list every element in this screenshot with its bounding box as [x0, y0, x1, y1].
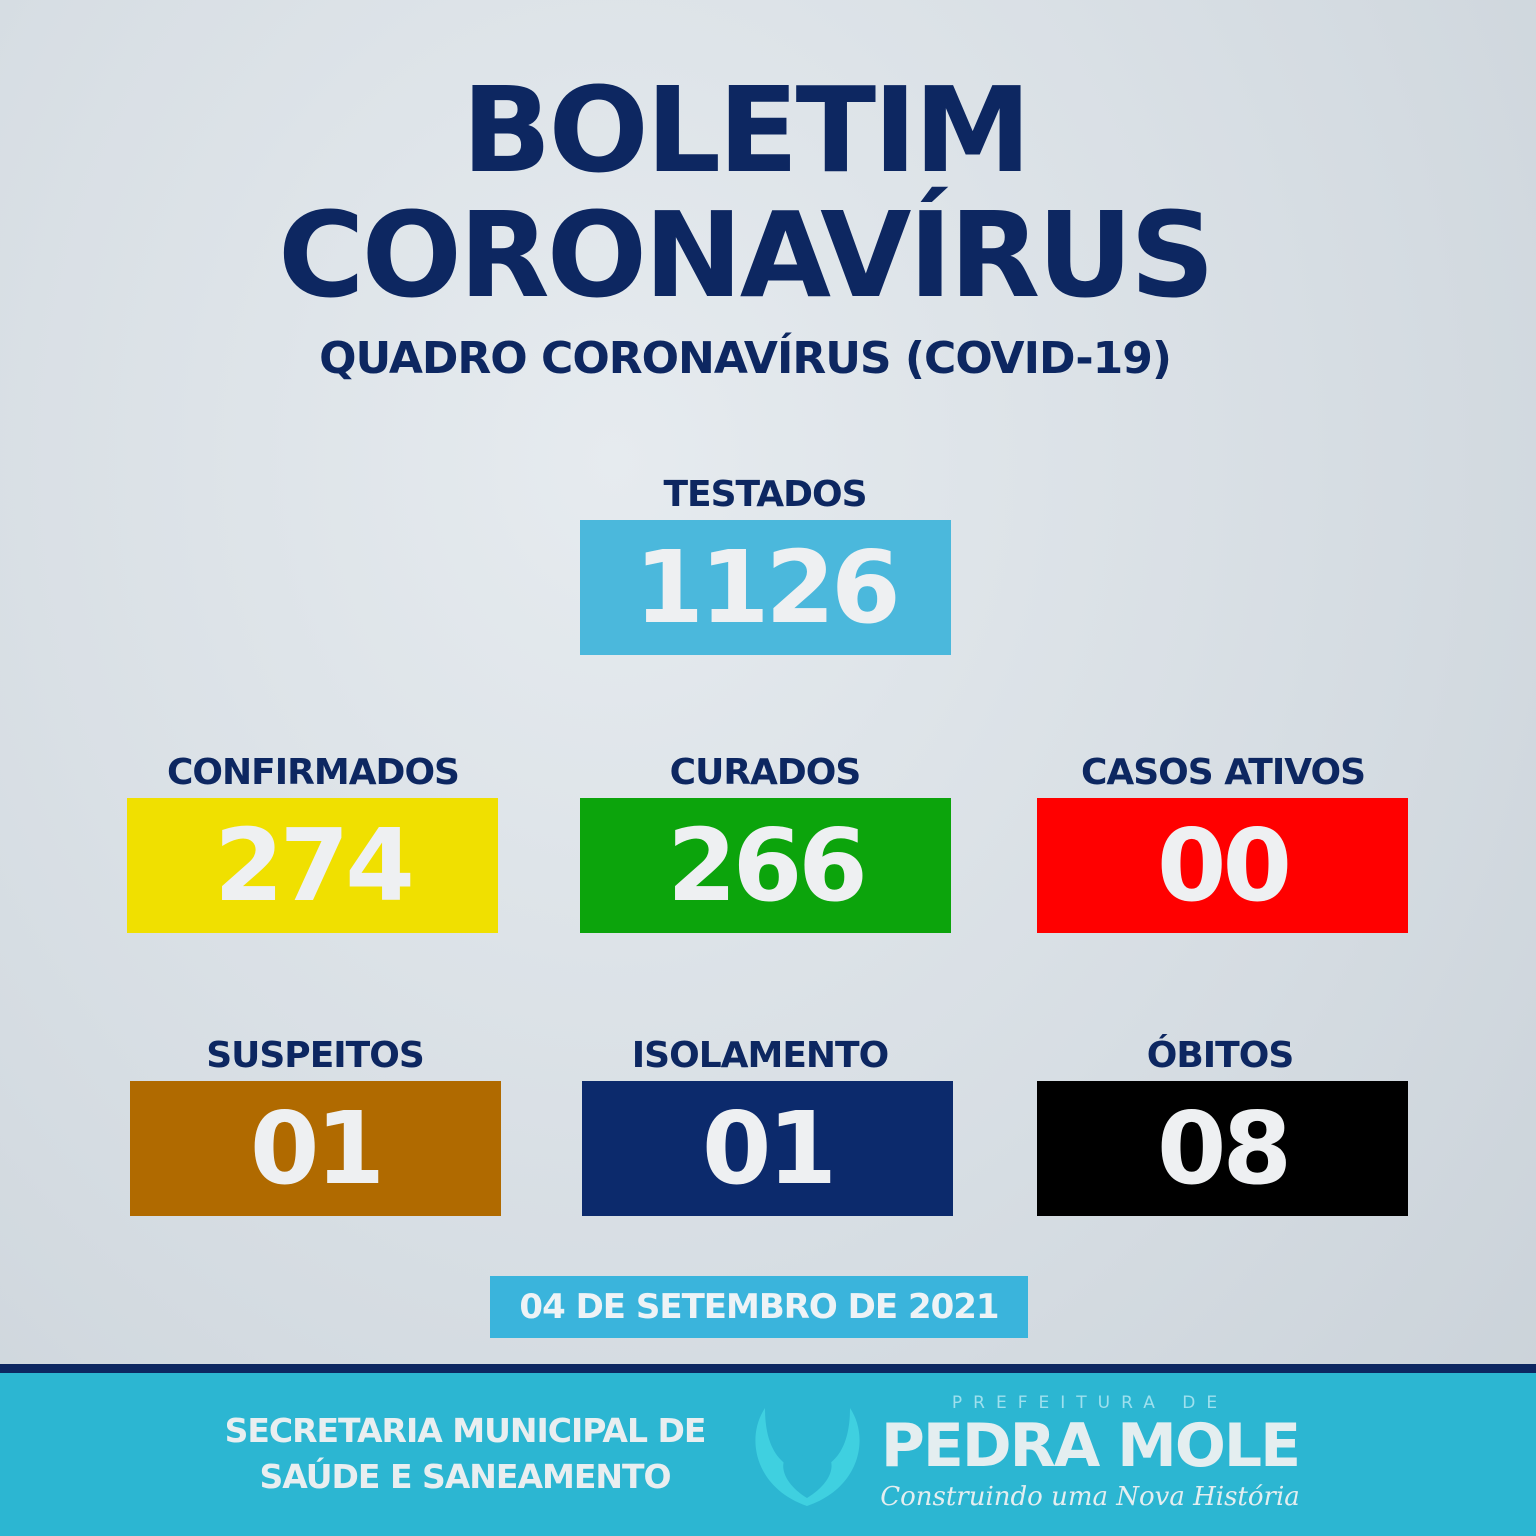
label-confirmados: CONFIRMADOS [167, 752, 460, 793]
logo-pedra-mole: PEDRA MOLE [880, 1411, 1301, 1481]
value-testados: 1126 [580, 520, 951, 655]
label-suspeitos: SUSPEITOS [206, 1035, 425, 1076]
heart-people-logo-icon [755, 1408, 860, 1506]
footer-divider [0, 1364, 1536, 1373]
logo-slogan: Construindo uma Nova História [880, 1482, 1300, 1512]
value-suspeitos: 01 [130, 1081, 501, 1216]
secretaria-line1: SECRETARIA MUNICIPAL DE [224, 1411, 707, 1450]
label-obitos: ÓBITOS [1146, 1035, 1295, 1076]
label-isolamento: ISOLAMENTO [631, 1035, 889, 1076]
label-casos-ativos: CASOS ATIVOS [1080, 752, 1366, 793]
value-casos-ativos: 00 [1037, 798, 1408, 933]
logo-prefeitura: PREFEITURA DE [951, 1393, 1229, 1413]
label-testados: TESTADOS [663, 474, 867, 515]
title-coronavirus: CORONAVÍRUS [277, 186, 1215, 324]
title-boletim: BOLETIM [461, 61, 1032, 199]
secretaria-text: SECRETARIA MUNICIPAL DE SAÚDE E SANEAMEN… [200, 1408, 730, 1500]
value-isolamento: 01 [582, 1081, 953, 1216]
secretaria-line2: SAÚDE E SANEAMENTO [259, 1457, 671, 1496]
label-curados: CURADOS [669, 752, 862, 793]
bulletin-date: 04 DE SETEMBRO DE 2021 [490, 1276, 1028, 1338]
value-confirmados: 274 [127, 798, 498, 933]
value-obitos: 08 [1037, 1081, 1408, 1216]
value-curados: 266 [580, 798, 951, 933]
subtitle: QUADRO CORONAVÍRUS (COVID-19) [319, 333, 1172, 384]
